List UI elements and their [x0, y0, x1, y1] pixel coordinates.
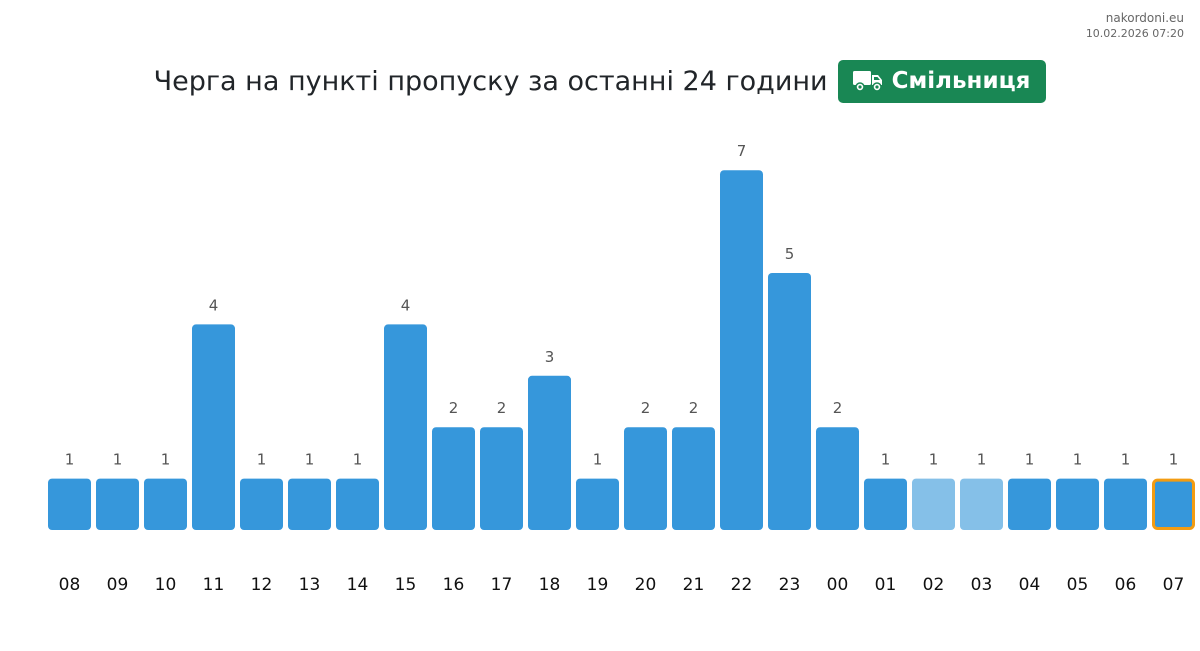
- source-timestamp: 10.02.2026 07:20: [1085, 27, 1184, 40]
- bar-value-label: 1: [977, 451, 987, 469]
- x-tick-label: 08: [59, 575, 81, 595]
- bar-10[interactable]: [144, 478, 187, 530]
- x-tick-label: 15: [395, 575, 417, 595]
- bar-07[interactable]: [1152, 478, 1195, 531]
- bar-value-label: 2: [833, 399, 843, 417]
- bar-value-label: 5: [785, 245, 795, 263]
- bar-value-label: 4: [209, 296, 219, 314]
- x-tick-label: 09: [107, 575, 129, 595]
- x-tick-label: 23: [779, 575, 801, 595]
- bar-09[interactable]: [96, 478, 139, 530]
- x-tick-label: 18: [539, 575, 561, 595]
- checkpoint-badge: Смільниця: [837, 59, 1047, 103]
- bar-value-label: 1: [113, 451, 123, 469]
- bar-11[interactable]: [192, 324, 235, 530]
- bar-value-label: 1: [593, 451, 603, 469]
- bar-18[interactable]: [528, 375, 571, 530]
- bar-value-label: 2: [689, 399, 699, 417]
- bar-05[interactable]: [1056, 478, 1099, 530]
- x-tick-label: 00: [827, 575, 849, 595]
- bar-value-label: 1: [353, 451, 363, 469]
- source-site: nakordoni.eu: [1105, 11, 1184, 25]
- bar-value-label: 2: [449, 399, 459, 417]
- chart-title: Черга на пункті пропуску за останні 24 г…: [153, 65, 828, 97]
- bar-value-label: 7: [737, 142, 747, 160]
- x-tick-label: 16: [443, 575, 465, 595]
- bar-19[interactable]: [576, 478, 619, 530]
- bar-08[interactable]: [48, 478, 91, 530]
- bar-15[interactable]: [384, 324, 427, 530]
- x-tick-label: 03: [971, 575, 993, 595]
- bar-value-label: 1: [257, 451, 267, 469]
- bar-value-label: 1: [305, 451, 315, 469]
- truck-icon: [852, 71, 882, 92]
- x-tick-label: 01: [875, 575, 897, 595]
- bar-21[interactable]: [672, 427, 715, 530]
- bar-14[interactable]: [336, 478, 379, 530]
- x-tick-label: 14: [347, 575, 369, 595]
- bar-23[interactable]: [768, 273, 811, 530]
- bar-value-label: 1: [1025, 451, 1035, 469]
- bar-04[interactable]: [1008, 478, 1051, 530]
- x-tick-label: 06: [1115, 575, 1137, 595]
- bar-03[interactable]: [960, 478, 1003, 530]
- x-tick-label: 04: [1019, 575, 1041, 595]
- bar-value-label: 2: [497, 399, 507, 417]
- x-tick-label: 13: [299, 575, 321, 595]
- bar-value-label: 1: [881, 451, 891, 469]
- bar-01[interactable]: [864, 478, 907, 530]
- bar-value-label: 1: [161, 451, 171, 469]
- x-tick-label: 11: [203, 575, 225, 595]
- bar-20[interactable]: [624, 427, 667, 530]
- bar-16[interactable]: [432, 427, 475, 530]
- bar-value-label: 1: [1121, 451, 1131, 469]
- x-tick-label: 20: [635, 575, 657, 595]
- x-tick-label: 02: [923, 575, 945, 595]
- bar-value-label: 1: [65, 451, 75, 469]
- x-tick-label: 05: [1067, 575, 1089, 595]
- x-tick-label: 12: [251, 575, 273, 595]
- bar-22[interactable]: [720, 170, 763, 530]
- chart-header: Черга на пункті пропуску за останні 24 г…: [0, 59, 1200, 103]
- bar-06[interactable]: [1104, 478, 1147, 530]
- bar-value-label: 1: [929, 451, 939, 469]
- bar-value-label: 4: [401, 296, 411, 314]
- bar-02[interactable]: [912, 478, 955, 530]
- bar-value-label: 3: [545, 348, 555, 366]
- bar-13[interactable]: [288, 478, 331, 530]
- x-tick-label: 10: [155, 575, 177, 595]
- bar-00[interactable]: [816, 427, 859, 530]
- bar-12[interactable]: [240, 478, 283, 530]
- x-tick-label: 21: [683, 575, 705, 595]
- x-tick-label: 07: [1163, 575, 1185, 595]
- x-tick-label: 19: [587, 575, 609, 595]
- checkpoint-name: Смільниця: [891, 68, 1031, 94]
- source-info: nakordoni.eu 10.02.2026 07:20: [1086, 10, 1184, 41]
- x-tick-label: 22: [731, 575, 753, 595]
- x-tick-label: 17: [491, 575, 513, 595]
- bar-17[interactable]: [480, 427, 523, 530]
- bar-value-label: 1: [1073, 451, 1083, 469]
- bar-value-label: 1: [1169, 451, 1179, 469]
- bar-value-label: 2: [641, 399, 651, 417]
